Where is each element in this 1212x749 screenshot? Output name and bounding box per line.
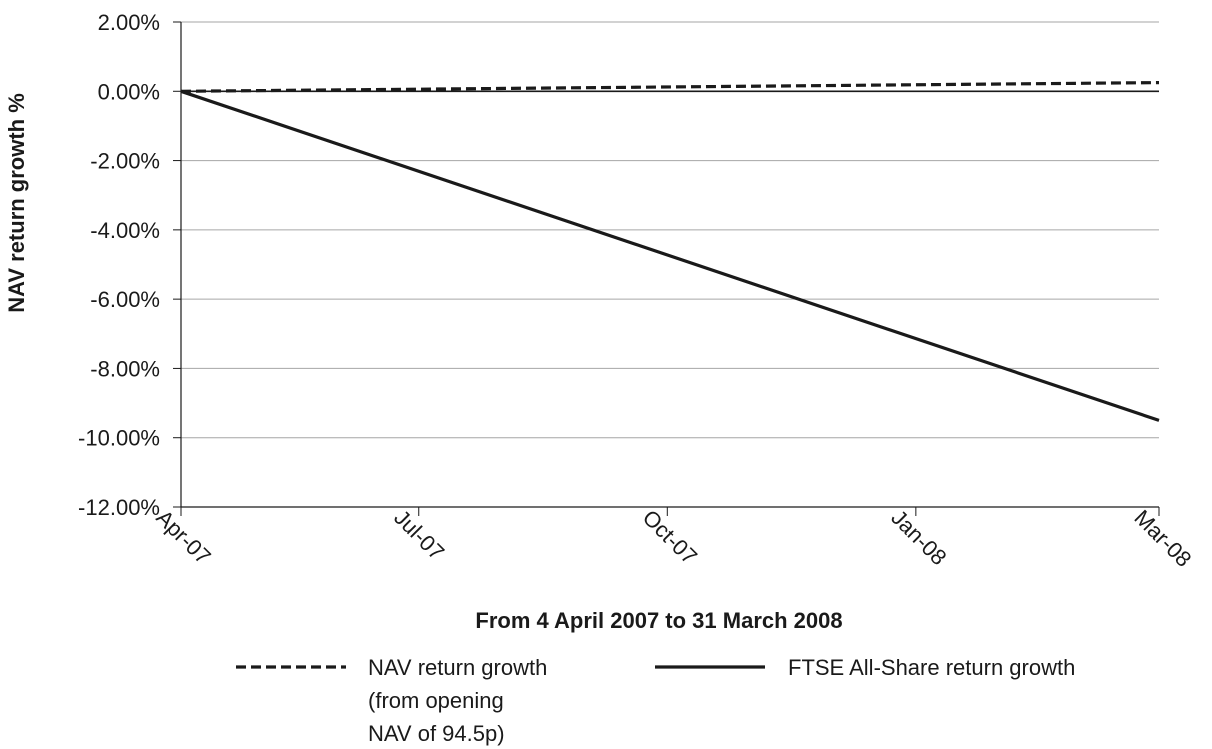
x-tick-label: Oct-07: [638, 505, 702, 569]
x-tick-label: Mar-08: [1129, 505, 1196, 572]
y-tick-label: -8.00%: [90, 356, 160, 381]
y-tick-label: 0.00%: [98, 79, 160, 104]
y-tick-label: 2.00%: [98, 10, 160, 35]
y-tick-label: -6.00%: [90, 287, 160, 312]
ftse-return-line: [180, 89, 1160, 422]
legend-label: (from opening: [368, 688, 504, 713]
y-axis-title: NAV return growth %: [4, 93, 29, 313]
gridlines: [181, 21, 1159, 439]
y-tick-label: -12.00%: [78, 495, 160, 520]
legend: NAV return growth (from opening NAV of 94.…: [236, 655, 1075, 746]
x-tick-label: Apr-07: [151, 505, 215, 569]
x-tick-labels: Apr-07 Jul-07 Oct-07 Jan-08 Mar-08: [151, 505, 1196, 572]
y-tick-label: -4.00%: [90, 218, 160, 243]
nav-return-line: [180, 81, 1160, 93]
series-lines: [180, 81, 1160, 422]
y-tick-label: -10.00%: [78, 426, 160, 451]
legend-label: NAV return growth: [368, 655, 547, 680]
y-tick-labels: 2.00% 0.00% -2.00% -4.00% -6.00% -8.00% -10.00…: [78, 10, 160, 520]
y-tick-label: -2.00%: [90, 149, 160, 174]
x-tick-label: Jan-08: [886, 505, 951, 570]
legend-label: NAV of 94.5p): [368, 721, 505, 746]
legend-label: FTSE All-Share return growth: [788, 655, 1075, 680]
x-axis-title: From 4 April 2007 to 31 March 2008: [475, 608, 842, 633]
axes: [173, 21, 1160, 516]
